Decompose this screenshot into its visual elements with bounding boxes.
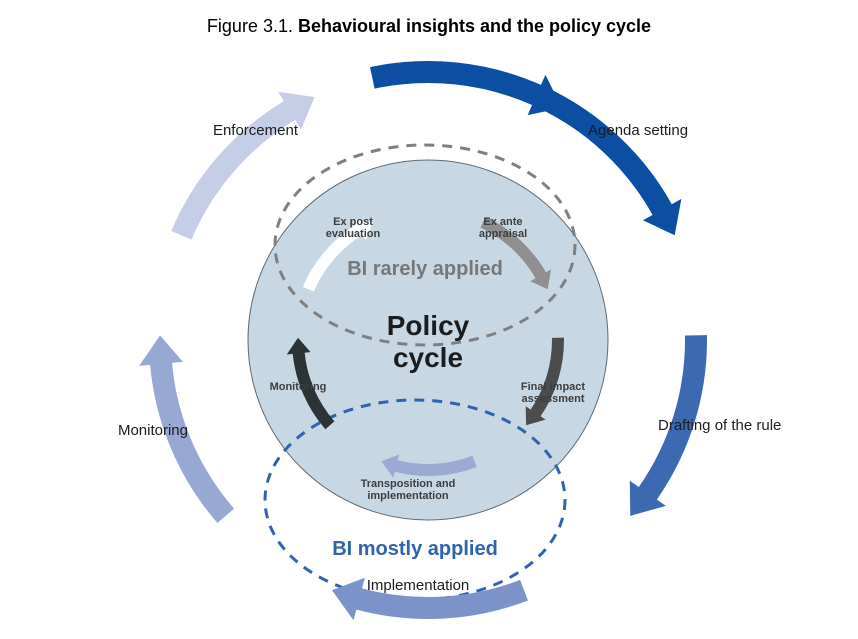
bi-rarely-label: BI rarely applied <box>347 258 503 280</box>
center-title: Policycycle <box>387 310 470 373</box>
outer-arrow-0 <box>537 87 682 235</box>
inner-stage-label-3: Monitoring <box>270 381 327 393</box>
outer-stage-label-2: Implementation <box>367 577 470 594</box>
outer-stage-label-1: Drafting of the rule <box>658 417 781 434</box>
inner-stage-label-0: Ex anteappraisal <box>479 216 527 240</box>
outer-stage-label-3: Monitoring <box>118 422 188 439</box>
inner-stage-label-2: Transposition andimplementation <box>361 478 456 502</box>
inner-stage-label-1: Final impactassessment <box>521 381 586 405</box>
bi-mostly-label: BI mostly applied <box>332 538 498 560</box>
outer-arrow-4 <box>171 92 315 240</box>
outer-top-arrow <box>370 61 562 115</box>
inner-stage-label-4: Ex postevaluation <box>326 216 381 240</box>
policy-cycle-diagram: Agenda setting Drafting of the rule Implem… <box>0 0 858 639</box>
outer-stage-label-4: Enforcement <box>213 122 299 139</box>
outer-stage-label-0: Agenda setting <box>588 122 688 139</box>
